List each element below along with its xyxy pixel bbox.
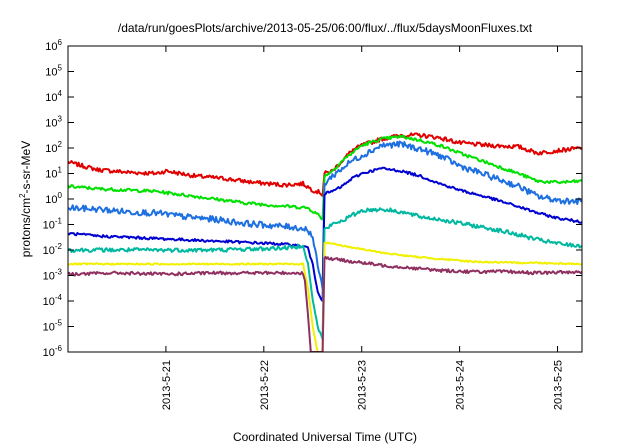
y-tick-label: 10-5 [43, 319, 63, 334]
y-tick-label: 10-1 [43, 217, 63, 232]
y-tick-label: 101 [45, 166, 62, 181]
series-line-2 [68, 134, 582, 221]
x-tick-label: 2013-5-22 [259, 360, 271, 410]
y-tick-label: 100 [45, 191, 62, 206]
x-tick-label: 2013-5-23 [357, 360, 369, 410]
y-tick-label: 106 [45, 38, 62, 53]
chart-title: /data/run/goesPlots/archive/2013-05-25/0… [118, 21, 533, 35]
y-tick-label: 10-2 [43, 242, 63, 257]
series-line-3 [68, 140, 582, 290]
y-axis: 10-6 10-5 10-4 10-3 10-2 10-1 100 101 102 103 104 1… [43, 38, 582, 359]
x-axis: 2013-5-21 2013-5-22 2013-5-23 2013-5-24 2013… [161, 46, 565, 410]
y-tick-label: 102 [45, 140, 62, 155]
series-line-5 [68, 207, 582, 341]
x-tick-label: 2013-5-21 [161, 360, 173, 410]
y-tick-label: 10-4 [43, 293, 63, 308]
x-tick-label: 2013-5-25 [553, 360, 565, 410]
series-line-7 [68, 255, 582, 352]
y-tick-label: 105 [45, 64, 62, 79]
series-line-4 [68, 166, 582, 302]
y-tick-label: 103 [45, 115, 62, 130]
y-tick-label: 104 [45, 89, 62, 104]
series-line-6 [68, 241, 582, 352]
y-tick-label: 10-6 [43, 344, 63, 359]
x-tick-label: 2013-5-24 [455, 360, 467, 410]
x-axis-label: Coordinated Universal Time (UTC) [233, 430, 417, 444]
series-line-1 [68, 132, 582, 197]
series-layer [68, 132, 582, 352]
y-tick-label: 10-3 [43, 268, 63, 283]
y-axis-label: protons/cm2-s-sr-MeV [18, 141, 33, 257]
